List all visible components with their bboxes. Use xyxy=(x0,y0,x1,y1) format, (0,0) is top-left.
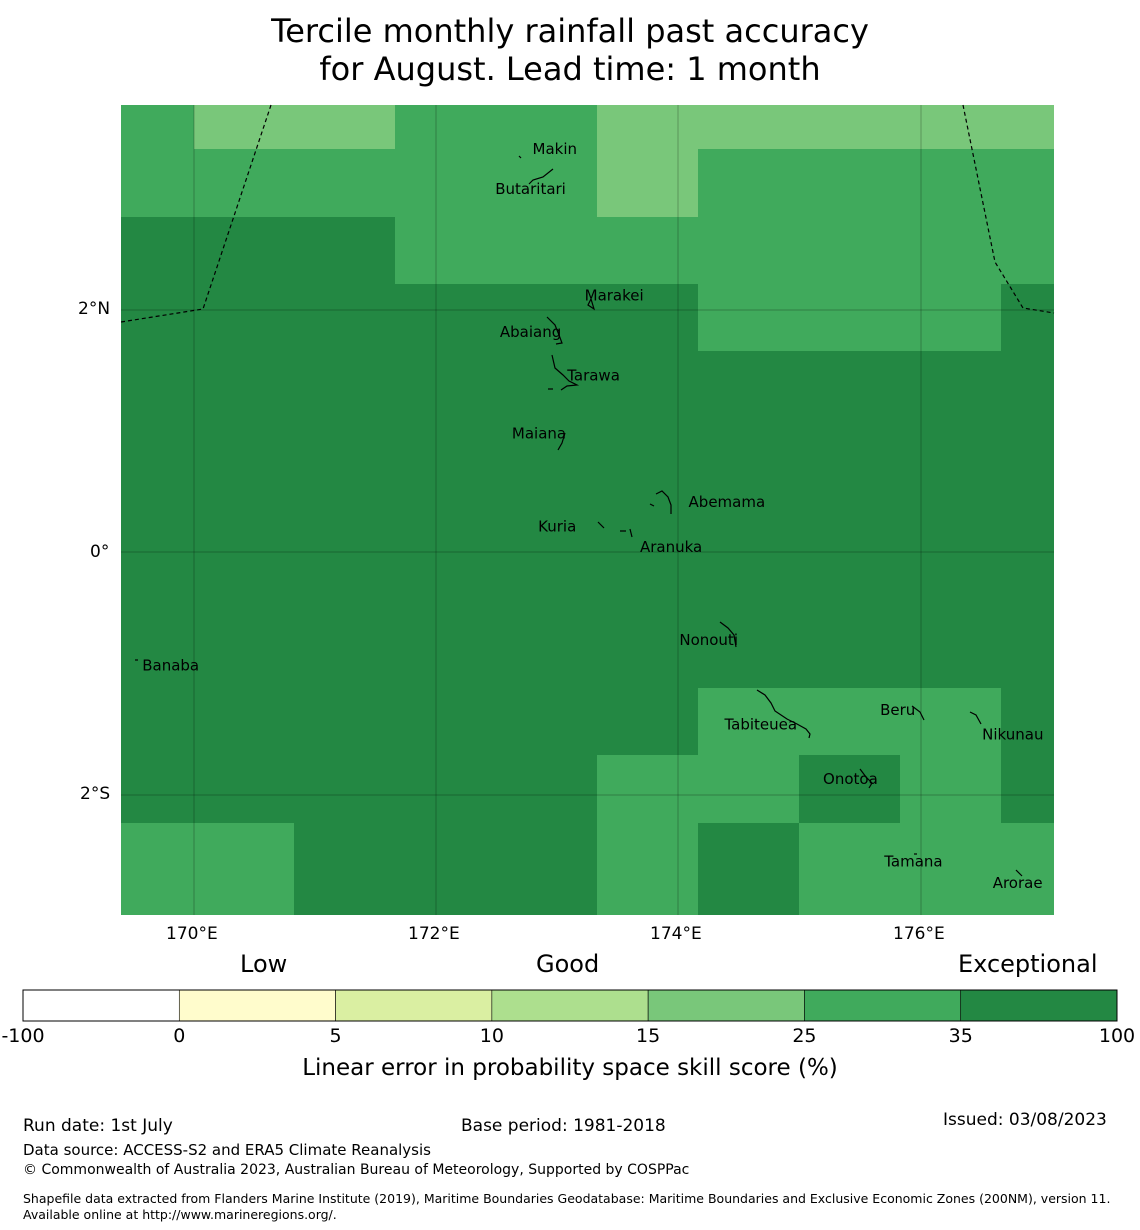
place-label-tarawa: Tarawa xyxy=(566,366,620,384)
lat-tick-label: 2°N xyxy=(78,299,111,319)
copyright: © Commonwealth of Australia 2023, Austra… xyxy=(23,1162,690,1178)
grid-cell xyxy=(698,284,1001,351)
colorbar-tick-label: 25 xyxy=(792,1025,817,1047)
grid-cell xyxy=(900,755,1001,823)
colorbar-tick-label: 35 xyxy=(948,1025,973,1047)
place-label-beru: Beru xyxy=(880,701,915,719)
colorbar-segment xyxy=(647,989,805,1022)
colorbar-tick-label: 15 xyxy=(636,1025,661,1047)
grid-cell xyxy=(597,823,698,915)
colorbar xyxy=(22,989,1118,1022)
skill-grid xyxy=(121,105,1054,915)
place-label-abemama: Abemama xyxy=(689,493,766,511)
map-title-line1: Tercile monthly rainfall past accuracy xyxy=(271,12,869,50)
colorbar-segment xyxy=(491,989,649,1022)
colorbar-label: Linear error in probability space skill … xyxy=(302,1055,838,1081)
place-label-arorae: Arorae xyxy=(993,874,1043,892)
grid-cell xyxy=(194,105,395,149)
category-exceptional: Exceptional xyxy=(958,950,1098,978)
place-label-nikunau: Nikunau xyxy=(982,725,1043,743)
place-label-tamana: Tamana xyxy=(883,852,942,870)
grid-cell xyxy=(597,755,799,823)
shapefile-credit: Shapefile data extracted from Flanders M… xyxy=(23,1191,1111,1222)
grid-cell xyxy=(799,823,1054,915)
map-title-line2: for August. Lead time: 1 month xyxy=(319,50,821,88)
place-labels: Makin Butaritari Marakei Abaiang Tarawa Maian… xyxy=(142,140,1043,892)
place-label-marakei: Marakei xyxy=(585,287,644,305)
colorbar-tick-label: -100 xyxy=(1,1025,45,1047)
lat-tick-label: 2°S xyxy=(80,784,111,804)
place-label-nonouti: Nonouti xyxy=(679,631,738,649)
place-label-aranuka: Aranuka xyxy=(640,538,702,556)
colorbar-tick-label: 0 xyxy=(173,1025,186,1047)
grid-cell xyxy=(597,105,698,217)
place-label-tabiteuea: Tabiteuea xyxy=(723,716,797,734)
issued-date: Issued: 03/08/2023 xyxy=(943,1110,1107,1130)
colorbar-segment xyxy=(804,989,962,1022)
skill-map: Makin Butaritari Marakei Abaiang Tarawa Maian… xyxy=(120,104,1055,915)
lon-tick-label: 172°E xyxy=(408,924,460,944)
category-good: Good xyxy=(536,950,600,978)
colorbar-segment xyxy=(178,989,336,1022)
place-label-butaritari: Butaritari xyxy=(495,180,566,198)
grid-cell xyxy=(121,823,294,915)
colorbar-tick-label: 5 xyxy=(329,1025,342,1047)
lon-tick-label: 176°E xyxy=(893,924,945,944)
place-label-abaiang: Abaiang xyxy=(500,323,561,341)
colorbar-tick-label: 100 xyxy=(1098,1025,1136,1047)
island-outlines xyxy=(135,155,1023,877)
lon-tick-label: 174°E xyxy=(650,924,702,944)
grid-cell xyxy=(698,105,1054,149)
category-low: Low xyxy=(240,950,288,978)
place-label-maiana: Maiana xyxy=(512,424,566,442)
lat-tick-label: 0° xyxy=(90,542,110,562)
base-period: Base period: 1981-2018 xyxy=(461,1116,666,1136)
colorbar-segment xyxy=(335,989,493,1022)
place-label-banaba: Banaba xyxy=(142,656,199,674)
colorbar-segment xyxy=(960,989,1118,1022)
grid-cell xyxy=(698,688,1001,755)
place-label-kuria: Kuria xyxy=(538,517,576,535)
colorbar-segment xyxy=(22,989,180,1022)
grid-cell xyxy=(395,105,597,284)
place-label-makin: Makin xyxy=(533,140,578,158)
eez-boundary xyxy=(120,104,1055,323)
place-label-onotoa: Onotoa xyxy=(823,770,878,788)
data-source: Data source: ACCESS-S2 and ERA5 Climate … xyxy=(23,1141,431,1159)
graticule xyxy=(121,105,1054,915)
lon-tick-label: 170°E xyxy=(166,924,218,944)
run-date: Run date: 1st July xyxy=(23,1116,173,1136)
colorbar-tick-label: 10 xyxy=(479,1025,504,1047)
